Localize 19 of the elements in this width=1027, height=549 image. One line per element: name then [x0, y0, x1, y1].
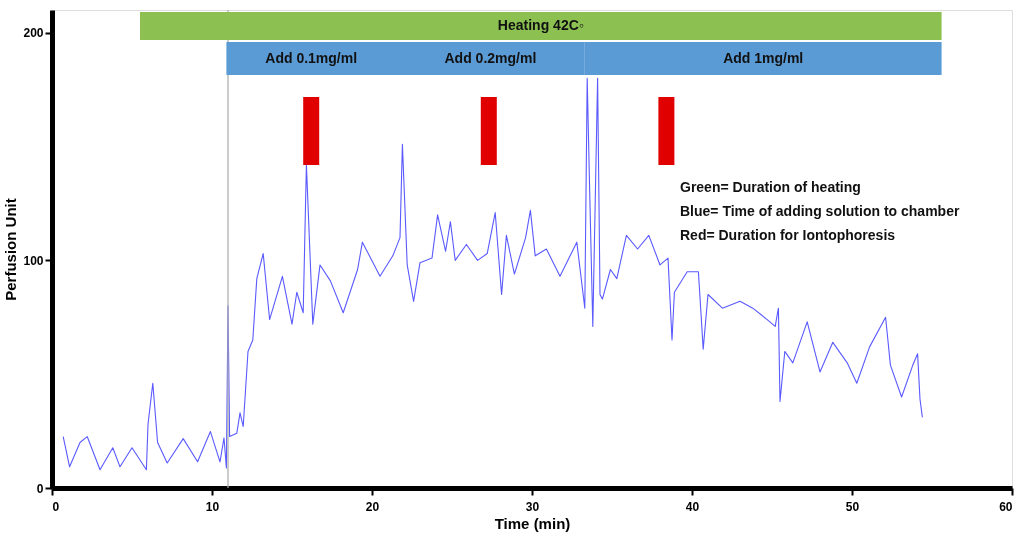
band-label: Add 0.2mg/ml	[444, 49, 537, 66]
x-tick-label: 0	[52, 499, 60, 514]
y-tick-label: 200	[23, 26, 44, 41]
x-tick-label: 40	[685, 499, 700, 514]
x-tick-label: 50	[845, 499, 860, 514]
x-axis-title: Time (min)	[494, 514, 571, 532]
x-tick-label: 30	[525, 499, 540, 514]
y-axis-title: Perfusion Unit	[2, 198, 20, 301]
band-label: Add 0.1mg/ml	[265, 49, 358, 66]
band-label: Heating 42C◦	[497, 17, 584, 33]
annotation: Green= Duration of heating	[680, 179, 861, 195]
band-label: Add 1mg/ml	[723, 49, 804, 66]
y-tick-label: 100	[23, 253, 44, 268]
x-tick-label: 20	[365, 499, 380, 514]
x-tick-label: 60	[999, 499, 1013, 514]
y-tick-label: 0	[36, 481, 44, 496]
annotation: Red= Duration for Iontophoresis	[680, 227, 896, 243]
annotation: Blue= Time of adding solution to chamber	[680, 203, 960, 219]
x-tick-label: 10	[205, 499, 220, 514]
